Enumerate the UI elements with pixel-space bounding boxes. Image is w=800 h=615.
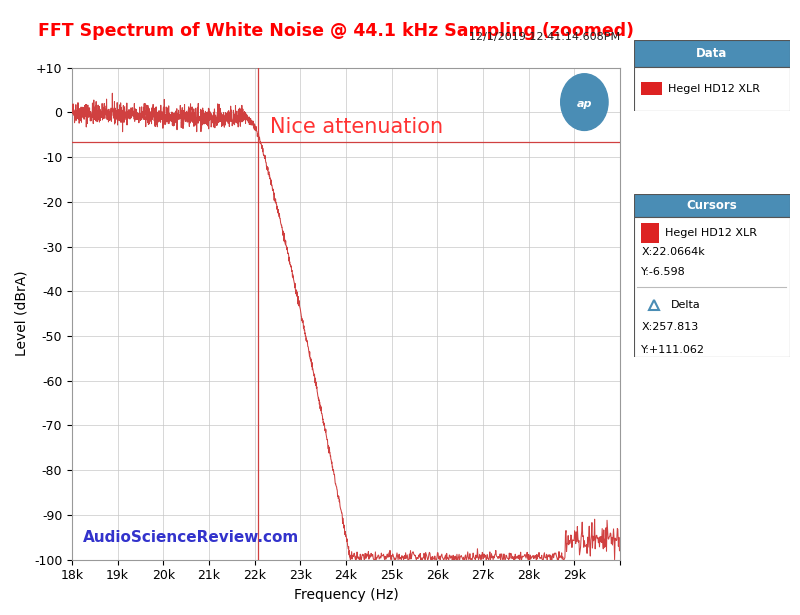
FancyBboxPatch shape [642, 223, 658, 242]
Text: Delta: Delta [671, 300, 701, 309]
FancyBboxPatch shape [634, 40, 790, 67]
Text: AudioScienceReview.com: AudioScienceReview.com [83, 530, 299, 545]
FancyBboxPatch shape [642, 82, 662, 95]
Text: X:22.0664k: X:22.0664k [642, 247, 705, 258]
FancyBboxPatch shape [634, 216, 790, 357]
Text: Y:+111.062: Y:+111.062 [642, 345, 706, 355]
Text: 12/1/2019 12:41:14.608PM: 12/1/2019 12:41:14.608PM [469, 32, 620, 42]
Text: X:257.813: X:257.813 [642, 322, 698, 332]
Text: Data: Data [696, 47, 727, 60]
FancyBboxPatch shape [634, 194, 790, 216]
Text: Cursors: Cursors [686, 199, 737, 212]
FancyBboxPatch shape [634, 67, 790, 111]
Text: Nice attenuation: Nice attenuation [270, 117, 443, 137]
Text: FFT Spectrum of White Noise @ 44.1 kHz Sampling (zoomed): FFT Spectrum of White Noise @ 44.1 kHz S… [38, 22, 634, 39]
X-axis label: Frequency (Hz): Frequency (Hz) [294, 588, 398, 602]
Text: Y:-6.598: Y:-6.598 [642, 267, 686, 277]
Y-axis label: Level (dBrA): Level (dBrA) [14, 271, 28, 357]
Text: Hegel HD12 XLR: Hegel HD12 XLR [665, 228, 757, 238]
Text: Hegel HD12 XLR: Hegel HD12 XLR [668, 84, 760, 93]
